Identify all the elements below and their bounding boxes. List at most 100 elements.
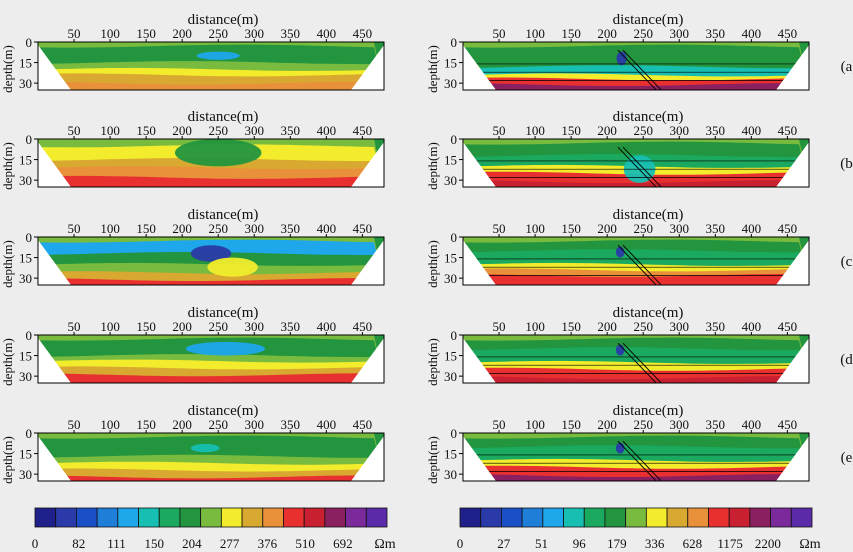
colorbar-swatch [158,507,181,528]
colorbar-swatch [345,507,367,528]
colorbar-swatch [117,507,139,528]
y-tick-label: 15 [19,251,32,266]
section-b-right [463,139,809,187]
x-axis-label: distance(m) [188,305,259,321]
colorbar-label: 692 [333,536,353,551]
x-tick-label: 250 [633,123,653,138]
resistivity-anomaly [190,443,220,453]
panel-c-left: 50 100 150 200 250 300 350 400 450 distance(m) 0 15… [0,207,385,288]
x-tick-label: 200 [172,221,192,236]
fault-line [617,440,657,481]
x-tick-label: 350 [281,123,301,138]
colorbar-swatch [604,507,627,528]
x-tick-label: 300 [670,319,690,334]
y-tick-label: 0 [451,328,458,343]
x-tick-label: 450 [353,26,373,41]
panel-d-right: 50 100 150 200 250 300 350 400 450 distance(m) 0 15… [425,305,853,386]
x-tick-label: 100 [525,319,545,334]
x-tick-label: 350 [281,319,301,334]
panel-b-left: 50 100 150 200 250 300 350 400 450 distance(m) 0 15… [0,109,385,190]
x-tick-label: 200 [597,123,617,138]
colorbar-label: 82 [72,536,85,551]
y-tick-label: 15 [444,251,457,266]
x-tick-label: 450 [353,319,373,334]
y-axis-label: depth(m) [0,436,15,484]
colorbar-swatch [708,507,730,528]
fault-line [622,244,662,285]
colorbar-swatch [138,507,160,528]
colorbar-label: 27 [497,536,511,551]
section-d-left [38,335,384,383]
resistivity-anomaly [196,51,240,60]
resistivity-band [38,373,384,383]
x-tick-label: 50 [493,417,506,432]
colorbar-swatch [76,507,98,528]
colorbar-swatch [200,507,222,528]
colorbar-swatch [55,507,77,528]
x-tick-label: 150 [136,123,156,138]
section-a-right [463,42,809,90]
colorbar-label: 51 [535,536,548,551]
x-tick-label: 200 [172,417,192,432]
x-tick-label: 250 [208,417,228,432]
resistivity-band [463,180,809,187]
plot-frame [462,432,810,482]
resistivity-band [463,376,809,383]
x-tick-label: 350 [706,123,726,138]
y-axis-label: depth(m) [0,338,15,386]
x-tick-label: 300 [245,417,265,432]
x-tick-label: 250 [633,417,653,432]
blank-triangle-left [463,240,496,285]
panel-label: (a) [841,59,853,75]
fault-line [622,342,662,383]
x-tick-label: 200 [597,417,617,432]
x-tick-label: 450 [353,123,373,138]
x-tick-label: 400 [317,319,337,334]
y-tick-label: 0 [26,230,33,245]
y-tick-label: 0 [26,132,33,147]
x-tick-label: 350 [706,221,726,236]
x-tick-label: 450 [353,221,373,236]
x-tick-label: 400 [317,417,337,432]
y-tick-label: 15 [444,56,457,71]
section-c-right [463,237,809,285]
resistivity-band [463,83,809,90]
x-tick-label: 100 [525,221,545,236]
resistivity-band [38,475,384,481]
blank-triangle-right [776,436,809,481]
x-tick-label: 300 [245,26,265,41]
blank-triangle-left [38,142,71,187]
blank-triangle-left [38,240,71,285]
x-tick-label: 400 [317,123,337,138]
colorbar-swatch [625,507,647,528]
resistivity-anomaly [615,344,625,356]
y-tick-label: 30 [444,173,457,188]
colorbar-swatch [790,507,813,528]
colorbar-label: 1175 [717,536,743,551]
y-tick-label: 0 [26,426,33,441]
x-axis-label: distance(m) [613,403,684,419]
panel-d-left: 50 100 150 200 250 300 350 400 450 distance(m) 0 15… [0,305,385,386]
blank-triangle-right [351,240,384,285]
x-tick-label: 200 [597,26,617,41]
blank-triangle-left [463,338,496,383]
blank-triangle-right [351,142,384,187]
x-tick-label: 50 [68,417,81,432]
colorbar-label: 2200 [755,536,781,551]
panel-e-right: 50 100 150 200 250 300 350 400 450 distance(m) 0 15… [425,403,853,484]
x-tick-label: 300 [245,319,265,334]
y-tick-label: 30 [444,76,457,91]
colorbar-label: 204 [182,536,202,551]
blank-triangle-right [351,45,384,90]
fault-line [617,244,657,285]
y-axis-label: depth(m) [425,240,440,288]
colorbar-label: 0 [32,536,39,551]
blank-triangle-left [38,45,71,90]
x-axis-label: distance(m) [188,403,259,419]
x-tick-label: 150 [561,123,581,138]
y-tick-label: 30 [19,467,32,482]
x-tick-label: 450 [778,221,798,236]
colorbar-swatch [728,507,751,528]
colorbar-swatch [459,507,482,528]
x-tick-label: 200 [172,319,192,334]
